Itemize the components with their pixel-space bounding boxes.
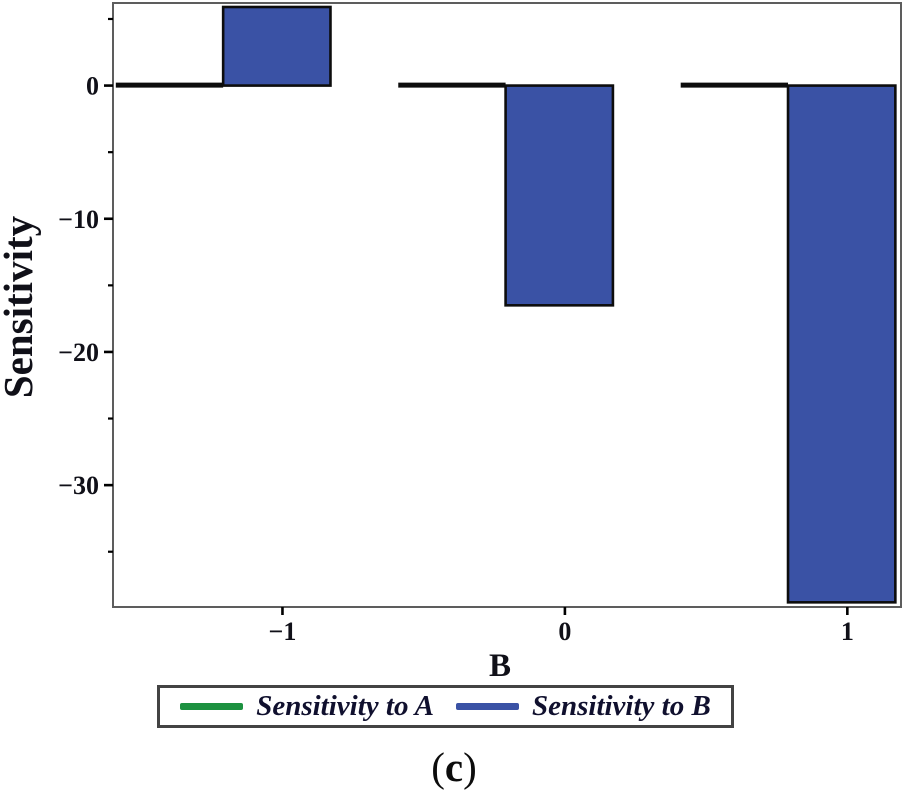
legend-swatch-sensitivity-to-b <box>455 703 519 710</box>
y-tick-label: −20 <box>58 338 99 367</box>
legend-item-sensitivity-to-a: Sensitivity to A <box>180 690 434 723</box>
caption-letter: c <box>444 744 464 790</box>
x-axis-label: B <box>489 648 511 680</box>
legend-label-sensitivity-to-b: Sensitivity to B <box>531 690 711 722</box>
legend-item-sensitivity-to-b: Sensitivity to B <box>455 690 711 723</box>
y-axis-label: Sensitivity <box>0 215 41 398</box>
bar-chart: 0−10−20−30−1 0 1 Sensitivity B <box>0 2 902 680</box>
legend-label-sensitivity-to-a: Sensitivity to A <box>256 690 434 722</box>
figure-caption: (c) <box>0 743 908 791</box>
y-tick-label: −10 <box>58 205 99 234</box>
x-tick-label: 0 <box>558 617 571 646</box>
caption-paren-open: ( <box>431 744 445 790</box>
y-tick-label: −30 <box>58 471 99 500</box>
legend-swatch-sensitivity-to-a <box>180 703 244 710</box>
bar-sensitivity-to-b-x0 <box>504 84 615 307</box>
x-tick-label: 1 <box>841 617 854 646</box>
plot-frame <box>112 2 902 608</box>
x-tick-label: −1 <box>269 617 297 646</box>
chart-legend: Sensitivity to A Sensitivity to B <box>157 685 734 728</box>
chart-layer: 0−10−20−30−1 0 1 <box>58 2 902 646</box>
bar-sensitivity-to-b-x-1 <box>221 5 332 87</box>
bar-sensitivity-to-b-x1 <box>786 84 897 604</box>
y-tick-label: 0 <box>86 72 99 101</box>
caption-paren-close: ) <box>463 744 477 790</box>
